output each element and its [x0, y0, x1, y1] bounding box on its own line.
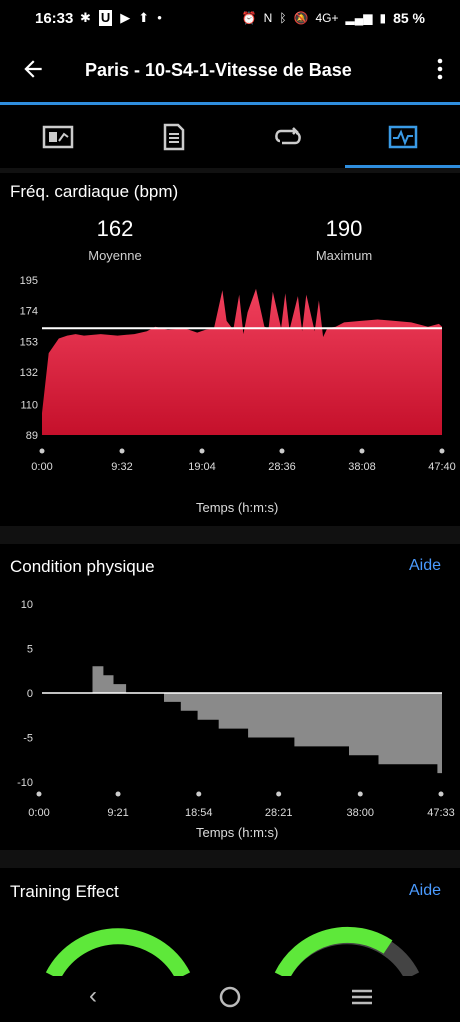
slack-icon: ✱ [80, 10, 91, 25]
condition-x-tick: 18:54 [185, 807, 213, 819]
charts-icon [388, 125, 417, 148]
summary-icon [42, 125, 73, 148]
condition-x-tick-dot [36, 791, 42, 797]
system-icons: ⏰ N ᛒ 🔕 4G+ ▂▄▆ ▮ 85 % [242, 10, 425, 26]
condition-y-tick: 5 [27, 644, 33, 656]
tab-summary[interactable] [0, 105, 115, 168]
laps-icon [274, 126, 301, 144]
status-bar: 16:33 ✱ U ▶ ⬆ • ⏰ N ᛒ 🔕 4G+ ▂▄▆ ▮ 85 % [0, 0, 460, 38]
u-icon: U [98, 10, 113, 26]
hr-y-tick: 195 [20, 275, 38, 287]
condition-x-tick: 47:33 [427, 807, 455, 819]
tab-separator [0, 168, 460, 173]
hr-average-label: Moyenne [88, 248, 142, 263]
hr-x-tick-dot [439, 448, 445, 454]
condition-x-tick-dot [196, 791, 202, 797]
battery-level: 85 % [393, 10, 425, 26]
condition-x-tick-dot [357, 791, 363, 797]
header-divider [0, 102, 460, 105]
hr-y-tick: 132 [20, 367, 38, 379]
hr-average-value: 162 [96, 216, 134, 241]
condition-y-tick: -10 [17, 777, 33, 789]
nav-recents-icon[interactable] [351, 982, 373, 1015]
nav-home-icon[interactable] [219, 982, 241, 1015]
hr-x-tick: 0:00 [31, 461, 52, 473]
condition-x-title: Temps (h:m:s) [196, 825, 279, 840]
training-effect-help-link[interactable]: Aide [408, 882, 441, 899]
condition-x-tick: 28:21 [265, 807, 293, 819]
dot-icon: • [157, 10, 162, 25]
hr-y-tick: 110 [20, 399, 38, 411]
aerobic-gauge-arc [45, 928, 191, 976]
arrow-left-icon[interactable] [18, 56, 48, 86]
hr-x-tick: 9:32 [111, 461, 132, 473]
tab-charts[interactable] [345, 105, 460, 168]
hr-average: 162 Moyenne [55, 216, 175, 263]
hr-y-tick: 174 [20, 306, 38, 318]
tab-details[interactable] [115, 105, 230, 168]
youtube-icon: ▶ [120, 10, 131, 25]
hr-y-tick: 89 [26, 430, 38, 442]
hr-title: Fréq. cardiaque (bpm) [10, 182, 179, 201]
hr-maximum: 190 Maximum [284, 216, 404, 263]
condition-x-tick: 38:00 [346, 807, 374, 819]
battery-icon: ▮ [379, 11, 387, 25]
app-bar: Paris - 10-S4-1-Vitesse de Base [0, 38, 460, 102]
condition-x-tick-dot [438, 791, 444, 797]
mute-icon: 🔕 [293, 11, 309, 25]
condition-x-tick-dot [115, 791, 121, 797]
network-type: 4G+ [315, 11, 339, 25]
hr-maximum-label: Maximum [315, 248, 373, 263]
tab-bar [0, 105, 460, 168]
hr-x-tick-dot [359, 448, 365, 454]
signal-icon: ▂▄▆ [345, 11, 373, 25]
condition-y-tick: -5 [23, 733, 33, 745]
alarm-icon: ⏰ [241, 11, 257, 25]
details-icon [163, 123, 184, 150]
training-effect-title: Training Effect [10, 882, 119, 901]
hr-x-tick: 38:08 [348, 461, 376, 473]
hr-x-tick-dot [199, 448, 205, 454]
bluetooth-icon: ᛒ [279, 11, 287, 25]
condition-y-tick: 0 [27, 688, 33, 700]
page-title: Paris - 10-S4-1-Vitesse de Base [85, 60, 352, 80]
hr-x-tick: 47:40 [428, 461, 456, 473]
tab-active-indicator [345, 165, 460, 168]
hr-x-tick: 19:04 [188, 461, 216, 473]
condition-help-link[interactable]: Aide [408, 557, 441, 574]
nav-back-icon[interactable]: ‹ [89, 982, 97, 1009]
status-time: 16:33 [35, 10, 74, 27]
hr-x-tick-dot [119, 448, 125, 454]
condition-x-tick: 9:21 [107, 807, 128, 819]
notification-icons: ✱ U ▶ ⬆ • [80, 10, 162, 26]
training-effect-gauges [45, 926, 420, 976]
upload-icon: ⬆ [138, 10, 150, 25]
condition-area [42, 666, 442, 774]
tab-laps[interactable] [230, 105, 345, 168]
condition-chart: 10 5 0 -5 -10 0:00 9:21 18:54 28:21 38:00 47:33 [17, 599, 455, 819]
condition-x-tick: 0:00 [28, 807, 49, 819]
section-separator-1 [0, 526, 460, 544]
hr-y-tick: 153 [20, 336, 38, 348]
condition-x-tick-dot [276, 791, 282, 797]
hr-x-tick: 28:36 [268, 461, 296, 473]
hr-chart: 195 174 153 132 110 89 0:00 9:32 19:04 28:36 38:08… [20, 275, 456, 473]
more-vert-icon[interactable] [434, 56, 446, 86]
hr-x-tick-dot [39, 448, 45, 454]
condition-title: Condition physique [10, 557, 155, 576]
anaerobic-gauge-arc [274, 926, 393, 976]
hr-x-tick-dot [279, 448, 285, 454]
section-separator-2 [0, 850, 460, 868]
condition-y-tick: 10 [21, 599, 33, 611]
hr-x-title: Temps (h:m:s) [196, 500, 279, 515]
hr-area [42, 288, 442, 435]
system-nav-bar: ‹ [0, 976, 460, 1022]
hr-maximum-value: 190 [325, 216, 363, 241]
nfc-icon: N [263, 11, 273, 25]
